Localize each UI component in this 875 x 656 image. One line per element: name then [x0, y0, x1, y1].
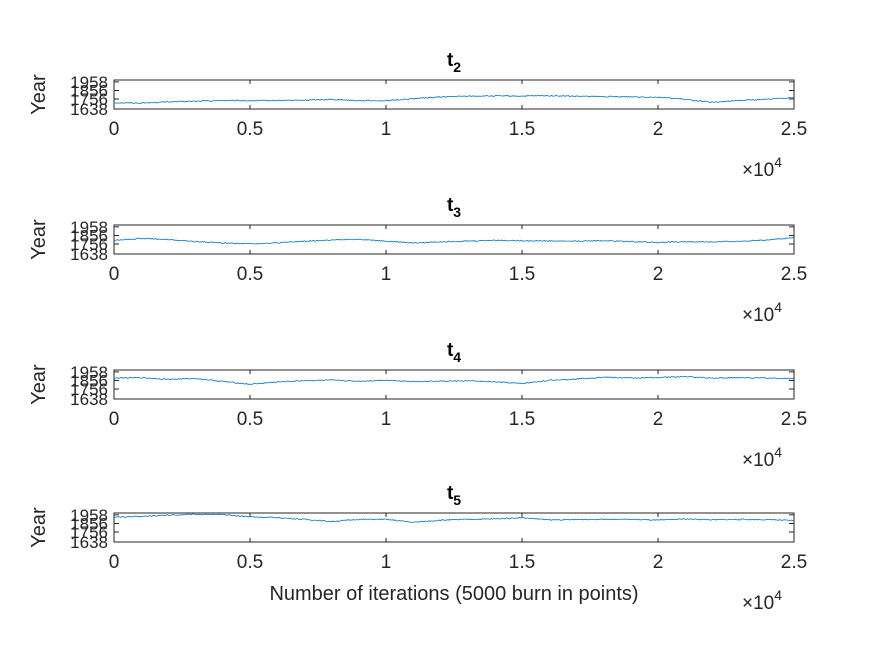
x-tick-label: 2.5: [781, 119, 807, 140]
x-tick-label: 0.5: [237, 552, 263, 573]
x-tick-label: 2.5: [781, 264, 807, 285]
y-axis-label: Year: [28, 219, 50, 260]
x-axis-exponent-base: ×10: [742, 160, 774, 181]
subplot-title: t4: [447, 340, 461, 365]
subplot-title: t5: [447, 483, 461, 508]
x-tick-label: 2: [653, 119, 664, 140]
y-tick-label: 1638: [70, 390, 108, 409]
x-axis-exponent-base: ×10: [742, 593, 774, 614]
x-tick-label: 1: [381, 552, 392, 573]
x-tick-label: 1: [381, 119, 392, 140]
y-tick-label: 1958: [70, 73, 108, 92]
x-axis-label: Number of iterations (5000 burn in point…: [269, 583, 638, 605]
y-tick-label: 1958: [70, 218, 108, 237]
y-tick-label: 1638: [70, 245, 108, 264]
x-axis-exponent: ×104: [742, 154, 782, 181]
axes-box: [113, 224, 795, 255]
y-tick-label: 1856: [70, 515, 108, 534]
x-tick-label: 0.5: [237, 264, 263, 285]
x-tick-label: 2: [653, 264, 664, 285]
y-tick-label: 1856: [70, 82, 108, 101]
y-tick-label: 1856: [70, 372, 108, 391]
x-axis-exponent: ×104: [742, 299, 782, 326]
subplot-title-subscript: 5: [453, 492, 461, 508]
x-tick-label: 2.5: [781, 552, 807, 573]
trace-line: [113, 94, 795, 104]
x-tick-label: 1.5: [509, 552, 535, 573]
subplot-title-subscript: 3: [453, 204, 461, 220]
subplot-title-main: t: [447, 340, 454, 361]
x-axis-exponent-power: 4: [774, 444, 782, 460]
x-tick-label: 1.5: [509, 409, 535, 430]
x-tick-label: 0: [109, 119, 120, 140]
x-axis-exponent-power: 4: [774, 154, 782, 170]
subplot-title-main: t: [447, 483, 454, 504]
y-tick-label: 1756: [70, 523, 108, 542]
x-tick-label: 1.5: [509, 264, 535, 285]
x-axis-exponent-base: ×10: [742, 450, 774, 471]
axes-box: [113, 79, 795, 110]
y-tick-label: 1958: [70, 506, 108, 525]
x-axis-exponent-power: 4: [774, 299, 782, 315]
y-axis-label: Year: [28, 507, 50, 548]
y-tick-label: 1856: [70, 227, 108, 246]
trace-line: [113, 375, 795, 385]
x-tick-label: 0: [109, 552, 120, 573]
x-tick-label: 1.5: [509, 119, 535, 140]
x-axis-exponent: ×104: [742, 587, 782, 614]
x-tick-label: 0.5: [237, 119, 263, 140]
trace-line: [113, 513, 795, 523]
x-tick-label: 1: [381, 264, 392, 285]
subplot-title-main: t: [447, 50, 454, 71]
subplot-title: t3: [447, 195, 461, 220]
x-axis-exponent-base: ×10: [742, 305, 774, 326]
x-tick-label: 0: [109, 264, 120, 285]
y-tick-label: 1638: [70, 100, 108, 119]
subplot-title-subscript: 4: [453, 349, 461, 365]
trace-line: [113, 236, 795, 245]
y-axis-label: Year: [28, 74, 50, 115]
axes-box: [113, 512, 795, 543]
x-tick-label: 0: [109, 409, 120, 430]
y-tick-label: 1756: [70, 380, 108, 399]
axes-box: [113, 369, 795, 400]
x-tick-label: 1: [381, 409, 392, 430]
x-axis-exponent-power: 4: [774, 587, 782, 603]
subplot-title-subscript: 2: [453, 59, 461, 75]
subplot-title-main: t: [447, 195, 454, 216]
y-tick-label: 1756: [70, 90, 108, 109]
x-tick-label: 2.5: [781, 409, 807, 430]
subplot-title: t2: [447, 50, 461, 75]
y-axis-label: Year: [28, 364, 50, 405]
x-tick-label: 2: [653, 552, 664, 573]
x-axis-exponent: ×104: [742, 444, 782, 471]
y-tick-label: 1756: [70, 235, 108, 254]
y-tick-label: 1638: [70, 533, 108, 552]
x-tick-label: 2: [653, 409, 664, 430]
y-tick-label: 1958: [70, 363, 108, 382]
x-tick-label: 0.5: [237, 409, 263, 430]
